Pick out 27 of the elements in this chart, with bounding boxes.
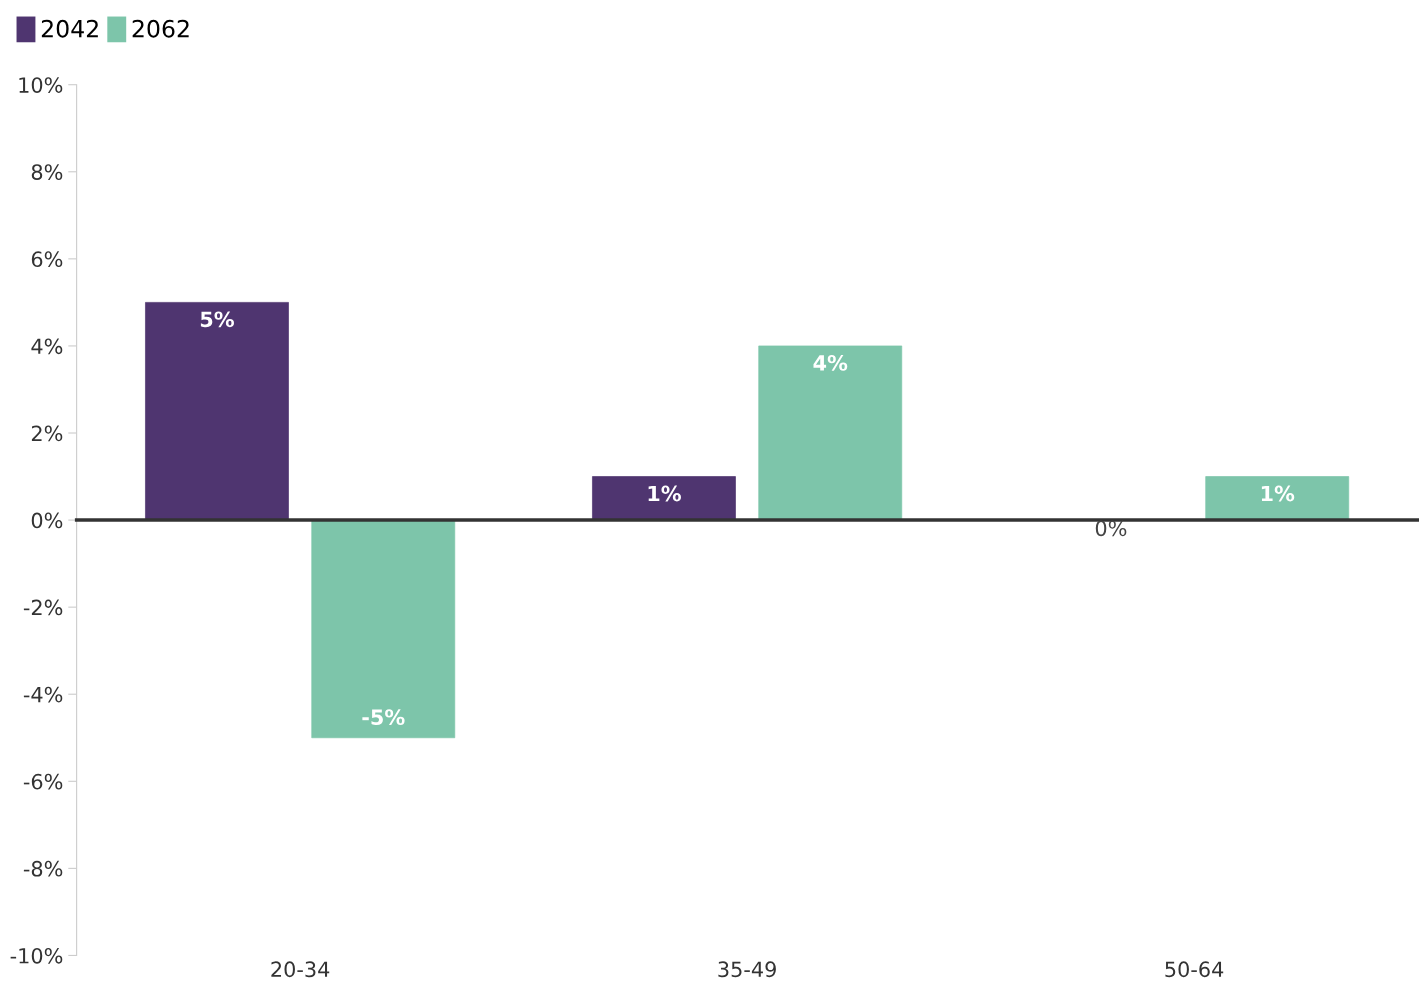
bar bbox=[1205, 476, 1350, 521]
y-tick-label: -4% bbox=[23, 686, 63, 703]
bar bbox=[145, 302, 289, 521]
x-tick-label: 50-64 bbox=[1165, 961, 1224, 978]
bar bbox=[758, 345, 903, 521]
data-label: 1% bbox=[648, 485, 681, 502]
data-label: 0% bbox=[1095, 520, 1127, 537]
x-tick-label: 35-49 bbox=[718, 961, 776, 978]
data-label: -5% bbox=[362, 709, 405, 726]
legend-label: 2042 bbox=[41, 19, 98, 38]
y-tick-label: -8% bbox=[23, 860, 63, 877]
y-tick-label: 4% bbox=[31, 338, 63, 355]
bar bbox=[592, 476, 736, 521]
data-label: 4% bbox=[813, 355, 848, 371]
x-tick-label: 20-34 bbox=[271, 961, 330, 978]
y-tick-label: -2% bbox=[23, 599, 63, 616]
data-label: 5% bbox=[200, 311, 234, 328]
y-tick-label: 8% bbox=[31, 164, 63, 180]
y-tick-label: 10% bbox=[19, 77, 63, 93]
y-tick-label: -6% bbox=[23, 773, 63, 790]
y-tick-label: -10% bbox=[10, 947, 63, 964]
y-tick-label: 2% bbox=[31, 425, 63, 442]
data-label: 1% bbox=[1261, 485, 1295, 502]
legend-label: 2062 bbox=[132, 19, 189, 38]
y-tick-label: 0% bbox=[31, 512, 63, 529]
y-tick-label: 6% bbox=[31, 251, 63, 268]
bar bbox=[311, 519, 456, 739]
